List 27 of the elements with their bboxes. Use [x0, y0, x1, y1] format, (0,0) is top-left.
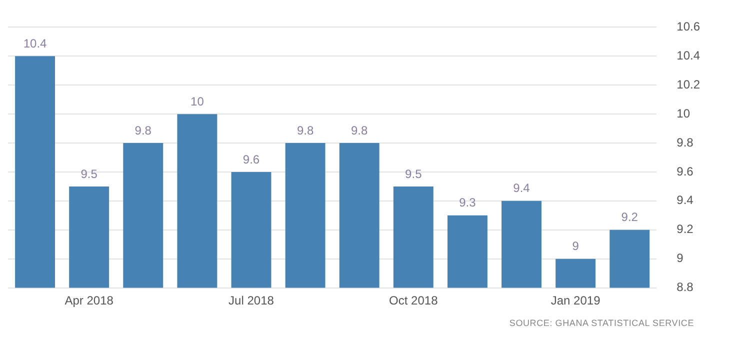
- y-tick-label: 10.2: [676, 77, 700, 92]
- y-tick-label: 8.8: [676, 280, 694, 294]
- data-label: 10.4: [23, 36, 48, 50]
- x-tick-label: Apr 2018: [64, 293, 114, 308]
- y-tick-label: 10.6: [676, 20, 700, 34]
- data-label: 9: [572, 239, 580, 254]
- y-tick-label: 9.8: [676, 135, 694, 150]
- data-label: 9.3: [459, 196, 476, 210]
- data-label: 9.5: [80, 166, 98, 181]
- data-label: 9.6: [242, 152, 260, 166]
- data-label: 10: [190, 94, 204, 108]
- y-tick-label: 9.4: [676, 193, 694, 208]
- data-label: 9.8: [134, 123, 152, 138]
- x-tick-label: Oct 2018: [389, 293, 438, 308]
- data-label: 9.5: [405, 166, 422, 181]
- data-label: 9.8: [296, 123, 314, 138]
- source-note: SOURCE: GHANA STATISTICAL SERVICE: [509, 318, 694, 328]
- y-tick-label: 9: [676, 251, 684, 266]
- y-tick-label: 10: [676, 106, 690, 120]
- x-tick-label: Jan 2019: [550, 293, 601, 308]
- y-tick-label: 10.4: [676, 48, 700, 62]
- y-tick-label: 9.6: [676, 164, 694, 178]
- data-label: 9.4: [513, 181, 530, 196]
- data-label: 9.8: [351, 123, 368, 138]
- y-tick-label: 9.2: [676, 222, 694, 236]
- data-label: 9.2: [621, 210, 638, 224]
- x-tick-label: Jul 2018: [228, 293, 274, 308]
